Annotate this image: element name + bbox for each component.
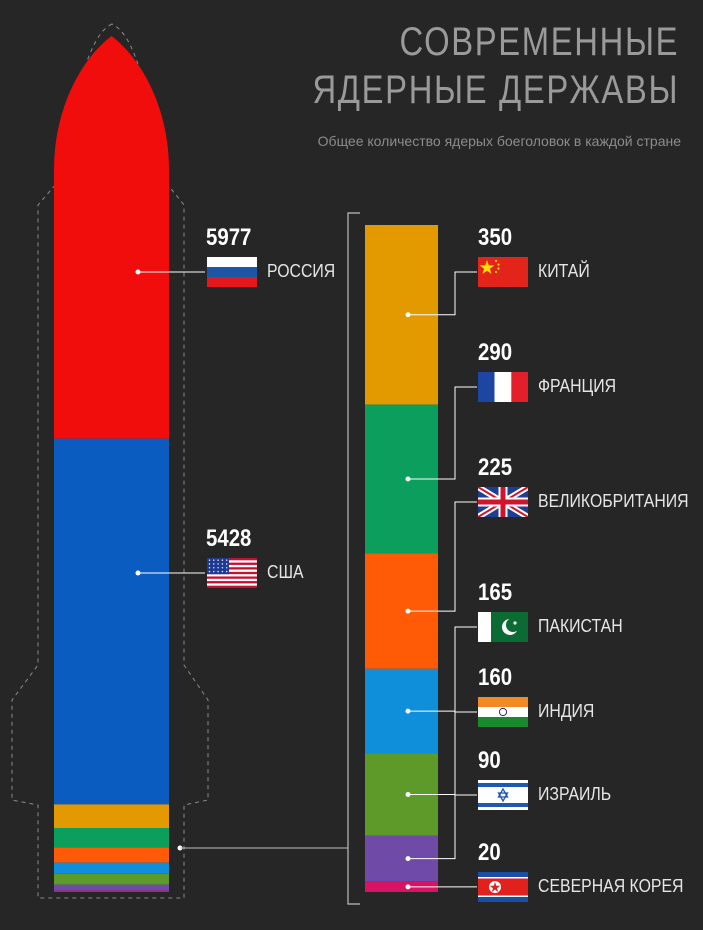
rocket-bar-france [54,827,169,848]
rocket-bar-usa [54,438,169,805]
usa-flag-icon [207,558,257,588]
pointer-line-india [408,711,477,796]
country-label-france: ФРАНЦИЯ [538,376,617,396]
north-korea-flag-icon [478,872,528,902]
value-label-france: 290 [478,339,513,366]
country-label-india: ИНДИЯ [538,701,595,721]
russia-flag-icon [207,257,257,287]
india-flag-icon [478,697,528,727]
rocket-bar-russia [54,36,169,439]
value-label-north-korea: 20 [478,839,501,866]
pointer-line-france [408,386,477,480]
pointer-line-pakistan [408,626,477,712]
country-label-usa: США [267,562,304,582]
value-label-russia: 5977 [206,224,252,251]
france-flag-icon [478,372,528,402]
rocket-bar-israel [54,884,169,891]
country-label-north-korea: СЕВЕРНАЯ КОРЕЯ [538,876,684,896]
pointer-line-china [408,271,477,316]
country-label-uk: ВЕЛИКОБРИТАНИЯ [538,491,689,511]
pointer-line-uk [408,501,477,612]
title-line-2: ЯДЕРНЫЕ ДЕРЖАВЫ [312,68,679,112]
rocket-bar-pakistan [54,862,169,874]
pointer-line-israel [408,794,477,860]
country-label-pakistan: ПАКИСТАН [538,616,623,636]
value-label-usa: 5428 [206,525,252,552]
rocket-stacked-bar [54,36,169,892]
rocket-bar-india [54,873,169,885]
page-title: СОВРЕМЕННЫЕ ЯДЕРНЫЕ ДЕРЖАВЫ [312,18,679,114]
subtitle: Общее количество ядерых боеголовок в каж… [317,133,681,149]
rocket-bar-china [54,804,169,828]
rocket-bar-uk [54,847,169,863]
value-label-india: 160 [478,664,513,691]
country-label-china: КИТАЙ [538,261,590,281]
value-label-pakistan: 165 [478,579,513,606]
value-label-israel: 90 [478,747,501,774]
country-label-russia: РОССИЯ [267,261,336,281]
country-label-israel: ИЗРАИЛЬ [538,784,612,804]
bar-north-korea [365,881,438,892]
rocket-bar-north-korea [54,890,169,892]
pakistan-flag-icon [478,612,528,642]
value-label-uk: 225 [478,454,513,481]
bracket-line [347,212,360,905]
uk-flag-icon [478,487,528,517]
israel-flag-icon [478,780,528,810]
value-label-china: 350 [478,224,513,251]
china-flag-icon [478,257,528,287]
title-line-1: СОВРЕМЕННЫЕ [399,20,679,64]
